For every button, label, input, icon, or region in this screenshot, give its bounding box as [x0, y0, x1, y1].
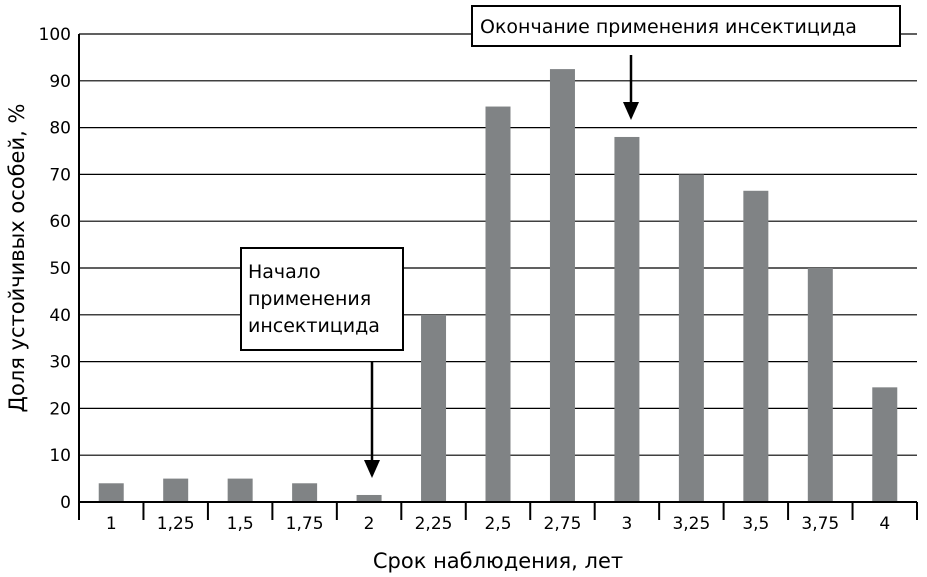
bar-1,75 [292, 483, 318, 502]
y-tick-label: 60 [49, 212, 71, 232]
x-tick-label: 2 [364, 514, 375, 534]
bar-2 [356, 494, 382, 502]
x-tick-label: 1,75 [286, 514, 324, 534]
annotation-start: Начало применения инсектицида [240, 247, 404, 478]
x-tick-label: 3,75 [801, 514, 839, 534]
bar-2,25 [421, 314, 447, 502]
bar-3,75 [807, 268, 833, 502]
annotation-start-line-1: Начало [248, 261, 321, 283]
y-tick-label: 20 [49, 399, 71, 419]
y-tick-label: 90 [49, 72, 71, 92]
bar-2,75 [549, 69, 575, 502]
y-tick-label: 100 [39, 25, 71, 45]
y-tick-label: 80 [49, 119, 71, 139]
annotation-end-arrow-head [623, 102, 639, 120]
bar-1,25 [163, 478, 189, 502]
annotation-end-box [471, 5, 901, 47]
annotation-end-text: Окончание применения инсектицида [480, 16, 857, 38]
x-tick-label: 3,5 [742, 514, 769, 534]
bar-3,5 [743, 190, 769, 502]
bar-1,5 [227, 478, 253, 502]
x-tick-label: 1 [106, 514, 117, 534]
x-tick-label: 3,25 [672, 514, 710, 534]
annotation-start-box [240, 247, 404, 351]
annotation-start-line-2: применения [248, 288, 371, 310]
x-tick-labels: 1 1,25 1,5 1,75 2 2,25 2,5 2,75 3 3,25 3,5 3,75 4 [106, 514, 890, 534]
bar-2,5 [485, 106, 511, 502]
bar-3,25 [678, 174, 704, 502]
bars [98, 69, 898, 502]
annotation-end: Окончание применения инсектицида [471, 5, 901, 120]
annotation-start-arrow-head [364, 460, 380, 478]
y-tick-label: 70 [49, 165, 71, 185]
x-tick-label: 3 [622, 514, 633, 534]
bar-3 [614, 136, 640, 502]
x-tick-label: 2,75 [544, 514, 582, 534]
y-tick-labels: 0 10 20 30 40 50 60 70 80 90 100 [39, 25, 71, 513]
bar-1 [98, 483, 124, 502]
x-axis-title: Срок наблюдения, лет [373, 549, 623, 573]
annotation-start-line-3: инсектицида [248, 315, 380, 337]
bar-4 [872, 387, 898, 502]
x-tick-label: 4 [879, 514, 890, 534]
x-tick-label: 1,25 [157, 514, 195, 534]
y-tick-label: 0 [60, 493, 71, 513]
y-tick-label: 40 [49, 306, 71, 326]
x-tick-label: 1,5 [227, 514, 254, 534]
y-axis-title: Доля устойчивых особей, % [5, 104, 29, 413]
x-tick-label: 2,25 [415, 514, 453, 534]
axes [78, 34, 918, 520]
x-tick-label: 2,5 [484, 514, 511, 534]
y-tick-label: 50 [49, 259, 71, 279]
y-tick-label: 30 [49, 353, 71, 373]
y-tick-label: 10 [49, 446, 71, 466]
